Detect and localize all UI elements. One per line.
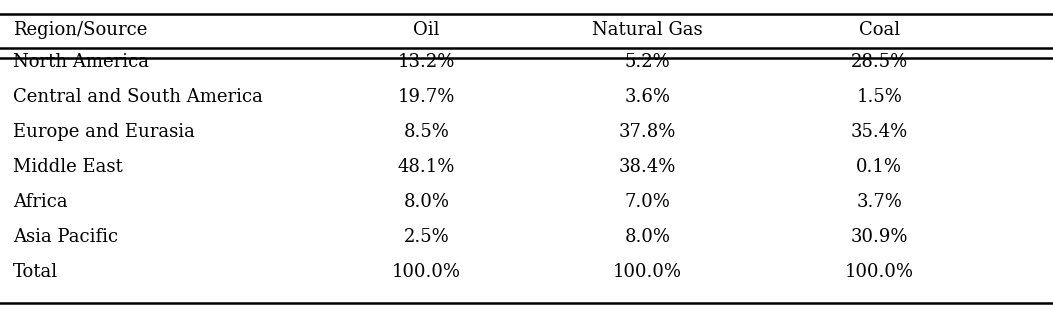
Text: 8.0%: 8.0% bbox=[624, 228, 671, 246]
Text: Middle East: Middle East bbox=[13, 158, 122, 176]
Text: 38.4%: 38.4% bbox=[619, 158, 676, 176]
Text: Natural Gas: Natural Gas bbox=[592, 21, 703, 39]
Text: North America: North America bbox=[13, 53, 148, 71]
Text: 100.0%: 100.0% bbox=[392, 263, 461, 281]
Text: Coal: Coal bbox=[858, 21, 900, 39]
Text: Central and South America: Central and South America bbox=[13, 88, 262, 106]
Text: 30.9%: 30.9% bbox=[851, 228, 908, 246]
Text: 3.6%: 3.6% bbox=[624, 88, 671, 106]
Text: 48.1%: 48.1% bbox=[398, 158, 455, 176]
Text: 100.0%: 100.0% bbox=[613, 263, 682, 281]
Text: 1.5%: 1.5% bbox=[856, 88, 902, 106]
Text: 100.0%: 100.0% bbox=[845, 263, 914, 281]
Text: Asia Pacific: Asia Pacific bbox=[13, 228, 118, 246]
Text: 0.1%: 0.1% bbox=[856, 158, 902, 176]
Text: 19.7%: 19.7% bbox=[398, 88, 455, 106]
Text: 5.2%: 5.2% bbox=[624, 53, 671, 71]
Text: Region/Source: Region/Source bbox=[13, 21, 147, 39]
Text: Oil: Oil bbox=[413, 21, 440, 39]
Text: Europe and Eurasia: Europe and Eurasia bbox=[13, 123, 195, 141]
Text: 2.5%: 2.5% bbox=[403, 228, 450, 246]
Text: 8.0%: 8.0% bbox=[403, 193, 450, 211]
Text: 28.5%: 28.5% bbox=[851, 53, 908, 71]
Text: 35.4%: 35.4% bbox=[851, 123, 908, 141]
Text: 7.0%: 7.0% bbox=[624, 193, 671, 211]
Text: Africa: Africa bbox=[13, 193, 67, 211]
Text: 8.5%: 8.5% bbox=[403, 123, 450, 141]
Text: 3.7%: 3.7% bbox=[856, 193, 902, 211]
Text: Total: Total bbox=[13, 263, 58, 281]
Text: 13.2%: 13.2% bbox=[398, 53, 455, 71]
Text: 37.8%: 37.8% bbox=[619, 123, 676, 141]
